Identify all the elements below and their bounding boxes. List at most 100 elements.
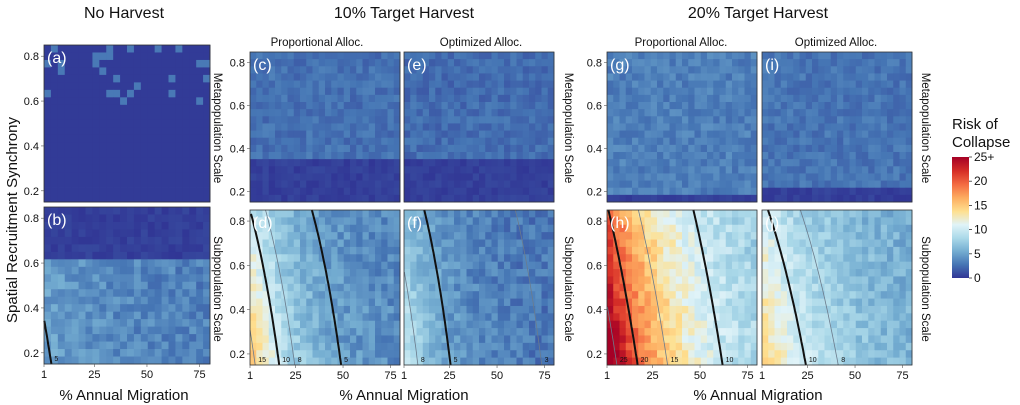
heat-cell xyxy=(92,104,100,113)
heat-cell xyxy=(905,152,913,160)
heat-cell xyxy=(799,52,807,60)
heat-cell xyxy=(99,356,107,365)
heat-cell xyxy=(491,210,499,218)
heat-cell xyxy=(491,102,499,110)
heat-cell xyxy=(887,173,894,181)
heat-cell xyxy=(404,159,411,167)
heat-cell xyxy=(356,166,363,174)
heat-cell xyxy=(843,80,850,89)
heat-cell xyxy=(393,73,401,81)
heat-cell xyxy=(780,180,788,189)
heat-cell xyxy=(824,166,832,174)
heat-cell xyxy=(824,66,832,74)
heat-cell xyxy=(899,144,907,153)
heat-cell xyxy=(793,254,800,263)
heat-cell xyxy=(644,342,652,351)
heat-cell xyxy=(331,52,338,60)
heat-cell xyxy=(541,109,549,117)
heat-cell xyxy=(682,320,689,329)
heat-cell xyxy=(657,357,664,366)
heat-cell xyxy=(893,52,900,60)
heat-cell xyxy=(738,187,745,196)
heat-cell xyxy=(64,349,73,357)
title-no-harvest: No Harvest xyxy=(84,5,165,22)
heat-cell xyxy=(638,87,645,96)
heat-cell xyxy=(154,334,162,342)
heat-cell xyxy=(899,73,907,81)
heat-cell xyxy=(368,357,376,366)
heat-cell xyxy=(381,210,388,218)
heat-cell xyxy=(719,254,727,263)
heat-cell xyxy=(625,52,633,60)
heat-cell xyxy=(268,173,276,181)
heat-cell xyxy=(713,261,720,270)
heat-cell xyxy=(113,289,121,298)
heat-cell xyxy=(168,104,176,113)
heat-cell xyxy=(343,130,351,139)
heat-cell xyxy=(196,349,204,357)
heat-cell xyxy=(318,217,326,226)
heat-cell xyxy=(485,173,492,181)
heat-cell xyxy=(381,187,388,196)
heat-cell xyxy=(106,82,114,91)
heat-cell xyxy=(768,173,775,181)
heat-cell xyxy=(862,283,869,292)
heat-cell xyxy=(306,137,313,146)
heat-cell xyxy=(479,298,486,307)
heat-cell xyxy=(393,291,401,299)
heat-cell xyxy=(441,232,449,240)
heat-cell xyxy=(441,342,449,351)
heat-cell xyxy=(849,276,857,285)
heat-cell xyxy=(868,73,875,81)
panel-frame xyxy=(606,51,758,203)
heat-cell xyxy=(725,313,733,322)
heat-cell xyxy=(44,289,52,298)
heat-cell xyxy=(447,173,455,181)
heat-cell xyxy=(682,102,689,110)
heat-cell xyxy=(738,232,745,240)
heat-cell xyxy=(868,80,875,89)
heat-cell xyxy=(71,67,79,76)
heat-cell xyxy=(529,159,536,167)
heat-cell xyxy=(762,109,769,117)
heat-cell xyxy=(516,342,524,351)
heat-cell xyxy=(849,80,857,89)
heat-cell xyxy=(331,246,338,255)
heat-cell xyxy=(485,109,492,117)
heat-cell xyxy=(799,87,807,96)
heat-cell xyxy=(404,298,411,307)
heat-cell xyxy=(404,224,411,233)
heat-cell xyxy=(805,239,813,248)
heat-cell xyxy=(812,298,819,307)
heat-cell xyxy=(657,137,664,146)
heat-cell xyxy=(491,144,499,153)
heat-cell xyxy=(466,283,474,292)
heat-cell xyxy=(868,123,875,131)
heat-cell xyxy=(293,239,301,248)
heat-cell xyxy=(429,166,436,174)
heat-cell xyxy=(547,328,555,336)
heat-cell xyxy=(120,326,128,335)
heat-cell xyxy=(410,283,417,292)
heat-cell xyxy=(535,298,542,307)
heat-cell xyxy=(250,276,257,285)
heat-cell xyxy=(120,207,128,215)
heat-cell xyxy=(85,281,93,290)
heat-cell xyxy=(632,210,639,218)
heat-cell xyxy=(625,59,633,67)
heat-cell xyxy=(732,87,739,96)
heat-cell xyxy=(262,73,270,81)
heat-cell xyxy=(325,357,332,366)
heat-cell xyxy=(381,269,388,277)
heat-cell xyxy=(416,350,424,359)
contour-label: 5 xyxy=(454,357,458,364)
heat-cell xyxy=(738,123,745,131)
heat-cell xyxy=(416,173,424,181)
heat-cell xyxy=(632,123,639,131)
heat-cell xyxy=(644,180,652,189)
heat-cell xyxy=(868,152,875,160)
heat-cell xyxy=(287,109,295,117)
heat-cell xyxy=(441,116,449,124)
heat-cell xyxy=(682,232,689,240)
heat-cell xyxy=(529,320,536,329)
